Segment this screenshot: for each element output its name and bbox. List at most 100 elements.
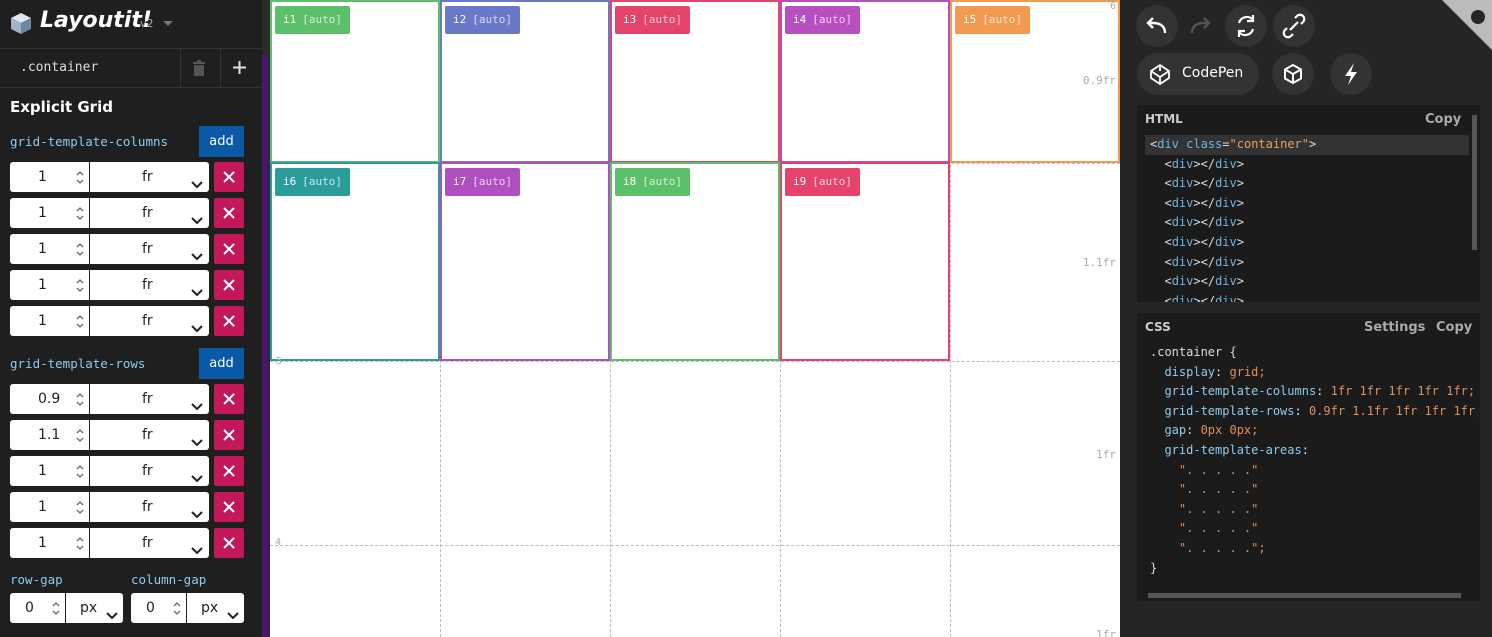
reset-button[interactable] [1225, 5, 1267, 47]
settings-button[interactable]: Settings [1364, 320, 1426, 335]
grid-item[interactable]: i2 [auto] [440, 0, 610, 163]
size-input[interactable]: 1 [10, 234, 89, 264]
grid-item[interactable]: i9 [auto] [780, 162, 950, 361]
size-input[interactable]: 1 [10, 528, 89, 558]
grid-item[interactable]: i4 [auto] [780, 0, 950, 163]
grid-item[interactable]: i8 [auto] [610, 162, 780, 361]
size-input[interactable]: 0.9 [10, 384, 89, 414]
select-caret[interactable] [191, 468, 203, 487]
size-input[interactable]: 1.1 [10, 420, 89, 450]
item-tag[interactable]: i7 [auto] [445, 168, 520, 196]
select-caret[interactable] [191, 282, 203, 301]
selector[interactable]: .container [20, 60, 99, 75]
remove-button-svg [223, 501, 235, 513]
copy-button[interactable]: Copy [1425, 112, 1462, 127]
spinner[interactable] [74, 464, 86, 483]
spinner[interactable] [50, 601, 62, 620]
code-token: div [1215, 156, 1237, 171]
select-caret[interactable] [191, 174, 203, 193]
add-column-button[interactable]: add [199, 126, 244, 157]
spinner[interactable] [74, 428, 86, 447]
grid-item[interactable]: i6 [auto] [270, 162, 440, 361]
item-tag[interactable]: i6 [auto] [275, 168, 350, 196]
select-caret[interactable] [191, 210, 203, 229]
remove-button[interactable] [214, 270, 244, 300]
remove-button[interactable] [214, 234, 244, 264]
github-corner[interactable] [1442, 0, 1492, 50]
unit-select[interactable]: px [66, 593, 123, 623]
size-input[interactable]: 1 [10, 456, 89, 486]
undo-button[interactable] [1136, 5, 1178, 47]
item-tag[interactable]: i3 [auto] [615, 6, 690, 34]
delete-icon[interactable] [192, 60, 206, 76]
grid-item[interactable]: i1 [auto] [270, 0, 440, 163]
remove-button[interactable] [214, 528, 244, 558]
size-input[interactable]: 1 [10, 198, 89, 228]
copy-button[interactable]: Copy [1436, 320, 1473, 335]
item-tag[interactable]: i2 [auto] [445, 6, 520, 34]
spinner[interactable] [74, 392, 86, 411]
grid-item[interactable]: i5 [auto] [950, 0, 1120, 163]
remove-button[interactable] [214, 492, 244, 522]
unit-select[interactable]: fr [90, 234, 209, 264]
h-scrollbar[interactable] [1148, 593, 1461, 598]
select-caret[interactable] [227, 605, 239, 624]
spinner[interactable] [74, 536, 86, 555]
select-caret[interactable] [191, 540, 203, 559]
code-token: < [1150, 293, 1172, 302]
size-input[interactable]: 1 [10, 162, 89, 192]
select-caret[interactable] [191, 504, 203, 523]
remove-button[interactable] [214, 198, 244, 228]
item-tag[interactable]: i5 [auto] [955, 6, 1030, 34]
select-caret[interactable] [191, 318, 203, 337]
unit-select[interactable]: fr [90, 306, 209, 336]
remove-button[interactable] [214, 456, 244, 486]
codepen-button[interactable] [1137, 53, 1259, 95]
unit-select[interactable]: fr [90, 492, 209, 522]
item-tag[interactable]: i8 [auto] [615, 168, 690, 196]
spinner[interactable] [74, 242, 86, 261]
select-caret[interactable] [191, 396, 203, 415]
item-tag[interactable]: i4 [auto] [785, 6, 860, 34]
gap-input[interactable]: 0 [10, 593, 65, 623]
remove-button[interactable] [214, 384, 244, 414]
grid-item[interactable]: i7 [auto] [440, 162, 610, 361]
remove-button[interactable] [214, 162, 244, 192]
item-tag[interactable]: i1 [auto] [275, 6, 350, 34]
size-input[interactable]: 1 [10, 306, 89, 336]
unit-select[interactable]: fr [90, 270, 209, 300]
spinner[interactable] [74, 278, 86, 297]
spinner[interactable] [74, 206, 86, 225]
select-caret-svg [191, 253, 203, 261]
redo-icon[interactable] [1190, 17, 1211, 34]
add-row-button[interactable]: add [199, 348, 244, 379]
unit-select[interactable]: fr [90, 528, 209, 558]
scroll-thumb[interactable] [262, 55, 268, 637]
spinner[interactable] [74, 314, 86, 333]
gap-input[interactable]: 0 [131, 593, 186, 623]
size-input[interactable]: 1 [10, 492, 89, 522]
unit-select[interactable]: fr [90, 456, 209, 486]
unit-select[interactable]: fr [90, 384, 209, 414]
size-input[interactable]: 1 [10, 270, 89, 300]
select-caret[interactable] [106, 605, 118, 624]
remove-button[interactable] [214, 306, 244, 336]
codepen-label[interactable]: CodePen [1182, 65, 1244, 81]
remove-button[interactable] [214, 420, 244, 450]
scrollbar[interactable] [1472, 115, 1477, 250]
unit-select[interactable]: fr [90, 162, 209, 192]
unit-select[interactable]: fr [90, 420, 209, 450]
version-caret[interactable] [163, 21, 173, 27]
code-line: } [1150, 561, 1157, 575]
spinner[interactable] [74, 170, 86, 189]
item-tag[interactable]: i9 [auto] [785, 168, 860, 196]
unit-select[interactable]: px [187, 593, 244, 623]
grid-item[interactable]: i3 [auto] [610, 0, 780, 163]
select-caret[interactable] [191, 246, 203, 265]
spinner[interactable] [74, 500, 86, 519]
unit-select[interactable]: fr [90, 198, 209, 228]
spinner[interactable] [171, 601, 183, 620]
select-caret[interactable] [191, 432, 203, 451]
add-icon[interactable] [233, 61, 246, 74]
html-title: HTML [1145, 112, 1183, 126]
